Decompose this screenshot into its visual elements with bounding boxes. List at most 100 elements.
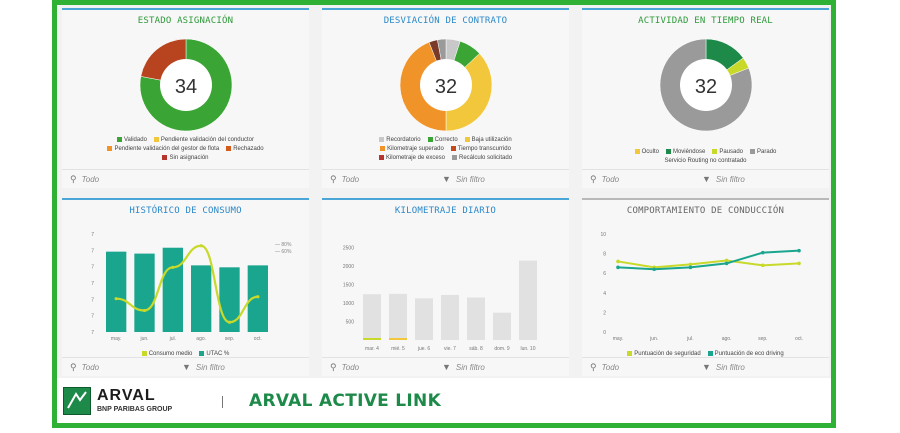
legend-item[interactable]: Recordatorio [379, 136, 421, 145]
bar[interactable] [441, 294, 459, 340]
bar[interactable] [106, 251, 127, 332]
bar[interactable] [493, 312, 511, 340]
legend-item[interactable]: Validado [117, 136, 147, 145]
line-point[interactable] [256, 295, 260, 299]
donut-chart-actividad[interactable]: 32 [582, 32, 829, 142]
legend-item[interactable]: Kilometraje superado [380, 145, 444, 154]
legend-item[interactable]: Kilometraje de exceso [378, 154, 445, 163]
line-point[interactable] [688, 265, 693, 270]
legend-item[interactable]: Pendiente validación del gestor de flota [107, 145, 219, 154]
bar[interactable] [519, 260, 537, 340]
y-tick-label: 2000 [343, 264, 354, 270]
x-tick-label: sep. [225, 336, 234, 342]
legend-item[interactable]: Baja utilización [464, 136, 512, 145]
filter-todo[interactable]: ⚲ Todo [330, 362, 360, 372]
line-point[interactable] [761, 250, 765, 255]
legend-item[interactable]: Parado [750, 148, 776, 157]
line-point[interactable] [797, 248, 801, 253]
legend-item[interactable]: Rechazado [226, 145, 264, 154]
panel-desviacion-contrato: DESVIACIÓN DE CONTRATO 32 Recordatorio C… [322, 8, 569, 188]
chart-kilometraje-diario[interactable]: 2500 2000 1500 1000 500 mar. 4 mié. 5 jue. 6 vie… [322, 222, 569, 362]
bar[interactable] [134, 253, 155, 332]
filter-todo[interactable]: ⚲ Todo [70, 362, 100, 372]
legend-item[interactable]: Recálculo solicitado [452, 154, 512, 163]
x-tick-label: mié. 5 [391, 346, 405, 352]
y-tick-label: 7 [91, 265, 94, 271]
donut-chart-desviacion[interactable]: 32 [322, 32, 569, 142]
y-tick-label: 7 [91, 232, 94, 238]
panel-title: COMPORTAMIENTO DE CONDUCCIÓN [626, 206, 785, 216]
bar-accent [363, 338, 381, 340]
line-point[interactable] [114, 297, 118, 301]
legend: Recordatorio Correcto Baja utilización K… [322, 136, 569, 163]
line-point[interactable] [724, 261, 729, 266]
filter-sin-filtro[interactable]: ▼ Sin filtro [442, 362, 485, 372]
filter-todo[interactable]: ⚲ Todo [70, 174, 100, 184]
line-point[interactable] [227, 320, 232, 324]
filter-icon: ▼ [702, 362, 711, 372]
legend-item[interactable]: Tiempo transcurrido [450, 145, 511, 154]
donut-center-value: 32 [695, 76, 717, 98]
filter-sin-filtro[interactable]: ▼ Sin filtro [702, 174, 745, 184]
panel-footer: ⚲ Todo ▼ Sin filtro [322, 169, 569, 188]
bar[interactable] [219, 267, 240, 332]
line-point[interactable] [724, 258, 729, 263]
legend-item[interactable]: Puntuación de eco driving [707, 350, 784, 359]
filter-todo[interactable]: ⚲ Todo [590, 362, 620, 372]
bar[interactable] [191, 265, 212, 332]
legend-item[interactable]: Consumo medio [141, 350, 192, 359]
bar[interactable] [415, 298, 433, 340]
y-tick-label: 7 [91, 297, 94, 303]
legend-item[interactable]: UTAC % [199, 350, 229, 359]
filter-sin-filtro[interactable]: ▼ Sin filtro [182, 362, 225, 372]
panel-footer: ⚲ Todo [62, 169, 309, 188]
x-tick-label: dom. 9 [494, 346, 510, 352]
series-line[interactable] [617, 259, 800, 269]
filter-icon: ▼ [182, 362, 191, 372]
brand-group: BNP PARIBAS GROUP [97, 406, 173, 413]
brand-name: ARVAL [97, 387, 156, 404]
filter-sin-filtro[interactable]: ▼ Sin filtro [702, 362, 745, 372]
hierarchy-icon: ⚲ [330, 174, 337, 184]
x-tick-label: sep. [758, 336, 767, 342]
y-tick-label: 2 [603, 310, 606, 316]
legend-item[interactable]: Sin asignación [162, 154, 209, 163]
filter-sin-filtro[interactable]: ▼ Sin filtro [442, 174, 485, 184]
legend-item[interactable]: Puntuación de seguridad [627, 350, 701, 359]
y-tick-label: 1500 [343, 283, 354, 289]
bar[interactable] [162, 247, 183, 332]
legend-item[interactable]: Correcto [427, 136, 458, 145]
line-point[interactable] [797, 261, 801, 266]
bar[interactable] [247, 265, 268, 332]
divider [222, 396, 223, 408]
line-point[interactable] [616, 259, 620, 264]
line-point[interactable] [199, 244, 203, 248]
y-tick-label: 0 [603, 330, 606, 336]
chart-comportamiento-conduccion[interactable]: 10 8 6 4 2 0 may. jun. jul. ago. sep. oct. [582, 222, 829, 354]
bar[interactable] [467, 297, 485, 340]
panel-comportamiento-conduccion: COMPORTAMIENTO DE CONDUCCIÓN 10 8 6 4 2 0 may.… [582, 198, 829, 376]
line-point[interactable] [142, 308, 147, 313]
line-point[interactable] [616, 265, 620, 270]
filter-todo[interactable]: ⚲ Todo [330, 174, 360, 184]
chart-historico-consumo[interactable]: 7 7 7 7 7 7 7 may. jun. jul. ago. sep. oct. [62, 222, 309, 354]
legend-item[interactable]: Pausado [712, 148, 743, 157]
donut-chart-asignacion[interactable]: 34 [62, 32, 309, 142]
legend-item[interactable]: Oculto [634, 148, 659, 157]
x-tick-label: oct. [795, 336, 803, 342]
legend-item[interactable]: Pendiente validación del conductor [153, 136, 254, 145]
x-tick-label: jue. 6 [417, 346, 430, 352]
line-point[interactable] [652, 267, 656, 272]
arval-logo-icon [63, 387, 91, 415]
line-point[interactable] [171, 265, 175, 269]
bar[interactable] [389, 293, 407, 340]
panel-title: ESTADO ASIGNACIÓN [137, 16, 234, 26]
bar[interactable] [363, 294, 381, 340]
legend-item[interactable]: Moviéndose [665, 148, 705, 157]
x-tick-label: oct. [254, 336, 262, 342]
series-line[interactable] [617, 249, 800, 271]
line-point[interactable] [688, 262, 693, 267]
line-point[interactable] [761, 263, 765, 268]
x-tick-label: jun. [649, 336, 658, 342]
filter-todo[interactable]: ⚲ Todo [590, 174, 620, 184]
